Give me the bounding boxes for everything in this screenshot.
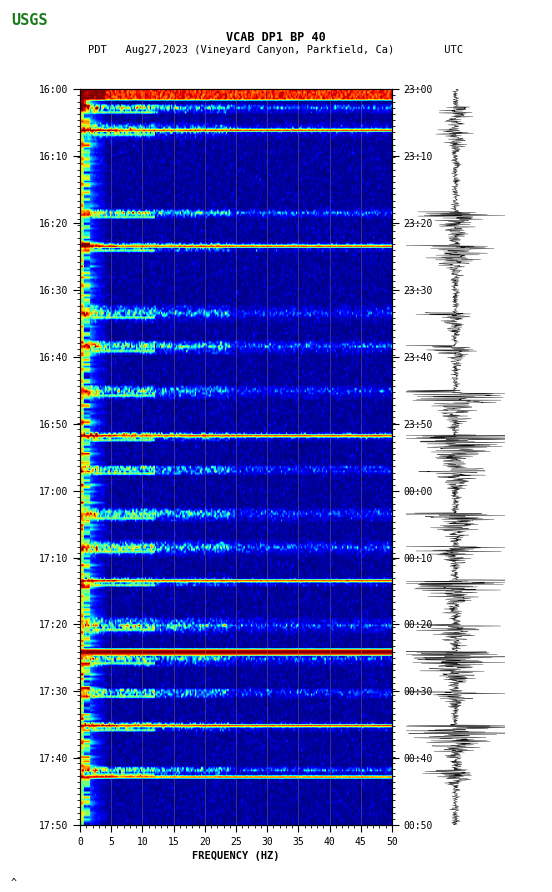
- X-axis label: FREQUENCY (HZ): FREQUENCY (HZ): [192, 851, 280, 861]
- Text: VCAB DP1 BP 40: VCAB DP1 BP 40: [226, 31, 326, 45]
- Text: USGS: USGS: [11, 13, 47, 29]
- Text: ^: ^: [11, 878, 17, 888]
- Text: PDT   Aug27,2023 (Vineyard Canyon, Parkfield, Ca)        UTC: PDT Aug27,2023 (Vineyard Canyon, Parkfie…: [88, 45, 464, 54]
